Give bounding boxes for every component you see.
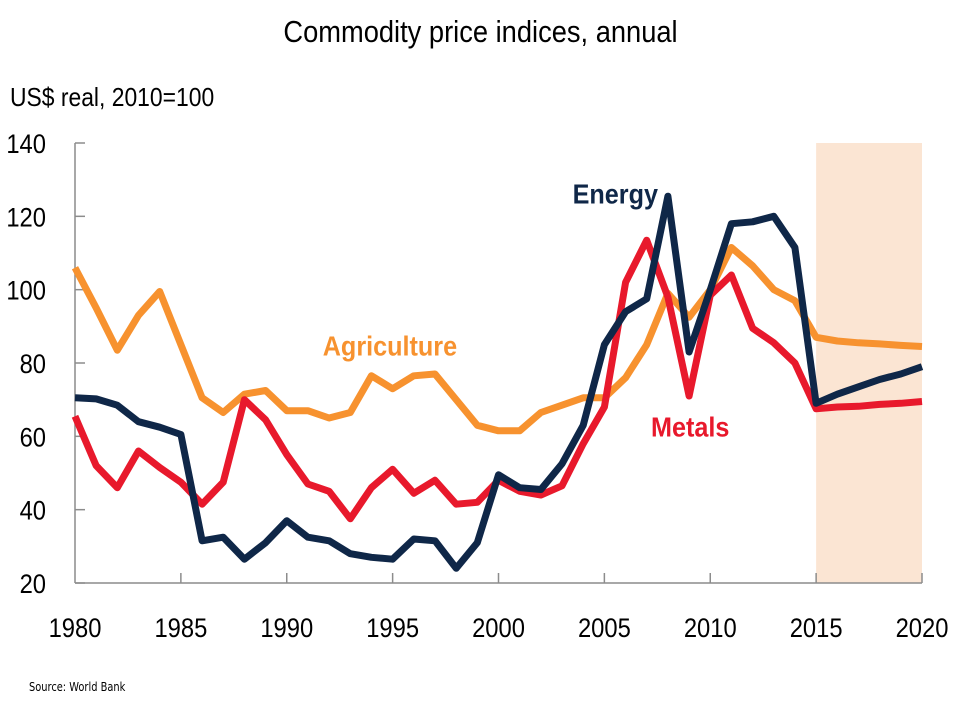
y-tick-label: 20 (20, 570, 46, 600)
x-tick-label: 2015 (790, 614, 843, 644)
source-note: Source: World Bank (29, 680, 126, 694)
x-tick-label: 1995 (366, 614, 419, 644)
series-label-metals: Metals (651, 411, 729, 443)
x-tick-label: 2020 (896, 614, 949, 644)
y-tick-label: 120 (6, 203, 46, 233)
x-tick-label: 2010 (684, 614, 737, 644)
chart-title: Commodity price indices, annual (283, 14, 678, 49)
y-tick-label: 80 (20, 350, 46, 380)
y-tick-label: 60 (20, 423, 46, 453)
series-line-energy (74, 192, 924, 572)
y-tick-label: 40 (20, 496, 46, 526)
y-tick-label: 100 (6, 276, 46, 306)
x-tick-label: 2005 (578, 614, 631, 644)
series-line-agriculture (71, 244, 923, 435)
series-label-agriculture: Agriculture (323, 330, 457, 362)
y-axis-label: US$ real, 2010=100 (10, 82, 215, 112)
forecast-shaded-region (816, 143, 922, 583)
x-tick-label: 1985 (154, 614, 207, 644)
y-tick-label: 140 (6, 130, 46, 160)
x-tick-label: 2000 (472, 614, 525, 644)
x-tick-label: 1980 (49, 614, 102, 644)
x-tick-label: 1990 (260, 614, 313, 644)
series-label-energy: Energy (573, 178, 659, 210)
